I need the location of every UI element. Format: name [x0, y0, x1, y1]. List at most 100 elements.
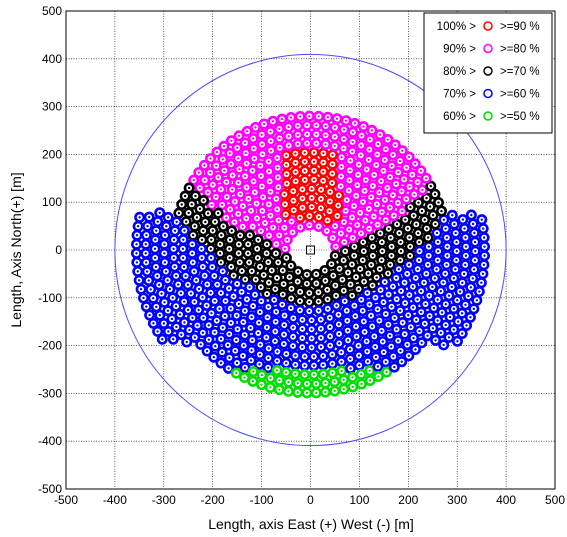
heliostat-point-center [324, 390, 327, 394]
heliostat-point-center [360, 373, 363, 376]
heliostat-point-center [338, 342, 341, 345]
heliostat-point-center [183, 321, 186, 324]
heliostat-point-center [368, 379, 372, 382]
heliostat-point-center [358, 211, 362, 215]
heliostat-point-center [180, 333, 183, 336]
heliostat-point-center [425, 196, 428, 200]
axes-frame [65, 10, 556, 490]
heliostat-point-center [349, 159, 352, 162]
heliostat-point-center [243, 376, 246, 379]
heliostat-point-center [470, 213, 473, 217]
heliostat-point-center [251, 338, 254, 342]
heliostat-point-center [168, 287, 172, 291]
heliostat-point-center [203, 164, 206, 167]
heliostat-point-center [390, 305, 393, 309]
heliostat-point-center [319, 197, 323, 201]
heliostat-points [130, 110, 491, 399]
heliostat-point-center [362, 125, 365, 128]
heliostat-point-center [351, 131, 355, 134]
tower-marker [306, 245, 315, 255]
heliostat-point-center [337, 332, 341, 336]
heliostat-point-center [310, 196, 313, 200]
heliostat-point-center [436, 240, 440, 244]
heliostat-point-center [312, 151, 316, 154]
heliostat-point-center [461, 281, 464, 284]
heliostat-point-center [294, 354, 297, 357]
heliostat-point-center [285, 163, 288, 166]
heliostat-point-center [243, 141, 247, 145]
heliostat-point-center [219, 243, 222, 246]
heliostat-point-center [173, 265, 176, 269]
heliostat-point-center [376, 153, 379, 156]
heliostat-point-center [163, 243, 166, 246]
y-tick-label: 300 [42, 100, 62, 114]
heliostat-point-center [289, 264, 293, 268]
heliostat-point-center [331, 153, 334, 157]
heliostat-point-center [252, 147, 255, 150]
heliostat-point-center [252, 370, 255, 373]
heliostat-point-center [183, 194, 187, 198]
heliostat-point-center [174, 274, 178, 277]
heliostat-point-center [282, 333, 286, 336]
heliostat-point-center [291, 344, 295, 348]
heliostat-point-center [454, 268, 457, 271]
heliostat-point-center [366, 350, 369, 353]
heliostat-point-center [352, 254, 356, 257]
heliostat-point-center [445, 236, 449, 239]
heliostat-point-center [163, 234, 167, 237]
heliostat-point-center [456, 320, 460, 323]
heliostat-point-center [200, 256, 203, 260]
heliostat-point-center [400, 209, 404, 213]
heliostat-point-center [269, 386, 272, 389]
heliostat-point-center [248, 286, 251, 289]
heliostat-point-center [166, 216, 170, 219]
heliostat-point-center [346, 271, 350, 274]
heliostat-point-center [214, 344, 217, 348]
heliostat-point-center [315, 382, 318, 385]
heliostat-point-center [334, 245, 337, 248]
legend-threshold: >=70 % [500, 66, 540, 78]
heliostat-point-center [252, 137, 255, 140]
heliostat-point-center [339, 232, 342, 235]
heliostat-point-center [220, 234, 223, 237]
heliostat-point-center [368, 227, 371, 230]
heliostat-point-center [182, 238, 185, 241]
heliostat-point-center [266, 316, 269, 319]
heliostat-point-center [285, 182, 289, 185]
heliostat-point-center [249, 326, 252, 330]
heliostat-point-center [281, 303, 284, 306]
heliostat-point-center [292, 189, 295, 193]
heliostat-point-center [287, 390, 290, 393]
heliostat-point-center [365, 168, 368, 171]
heliostat-point-center [163, 252, 166, 255]
heliostat-point-center [455, 249, 458, 253]
heliostat-point-center [310, 319, 313, 322]
heliostat-point-center [345, 198, 348, 202]
heliostat-point-center [427, 254, 430, 257]
heliostat-point-center [245, 298, 249, 301]
heliostat-point-center [275, 276, 279, 280]
heliostat-point-center [315, 133, 318, 136]
heliostat-point-center [467, 294, 470, 298]
heliostat-point-center [162, 322, 166, 325]
heliostat-point-center [351, 376, 354, 379]
y-axis-label: Length, Axis North(+) [m] [8, 172, 24, 327]
heliostat-point-center [281, 269, 284, 272]
heliostat-point-center [142, 296, 145, 300]
heliostat-point-center [322, 170, 325, 173]
heliostat-point-center [240, 290, 243, 294]
heliostat-point-center [451, 214, 454, 217]
heliostat-point-center [346, 329, 349, 332]
heliostat-point-center [415, 223, 418, 226]
heliostat-point-center [289, 116, 293, 119]
heliostat-point-center [283, 323, 286, 327]
heliostat-point-center [322, 152, 325, 155]
heliostat-point-center [349, 367, 352, 370]
heliostat-point-center [296, 391, 299, 394]
heliostat-point-center [426, 334, 429, 337]
heliostat-point-center [220, 203, 224, 207]
heliostat-point-center [283, 193, 286, 196]
heliostat-point-center [222, 145, 226, 148]
heliostat-point-center [195, 279, 198, 282]
heliostat-point-center [346, 319, 349, 322]
